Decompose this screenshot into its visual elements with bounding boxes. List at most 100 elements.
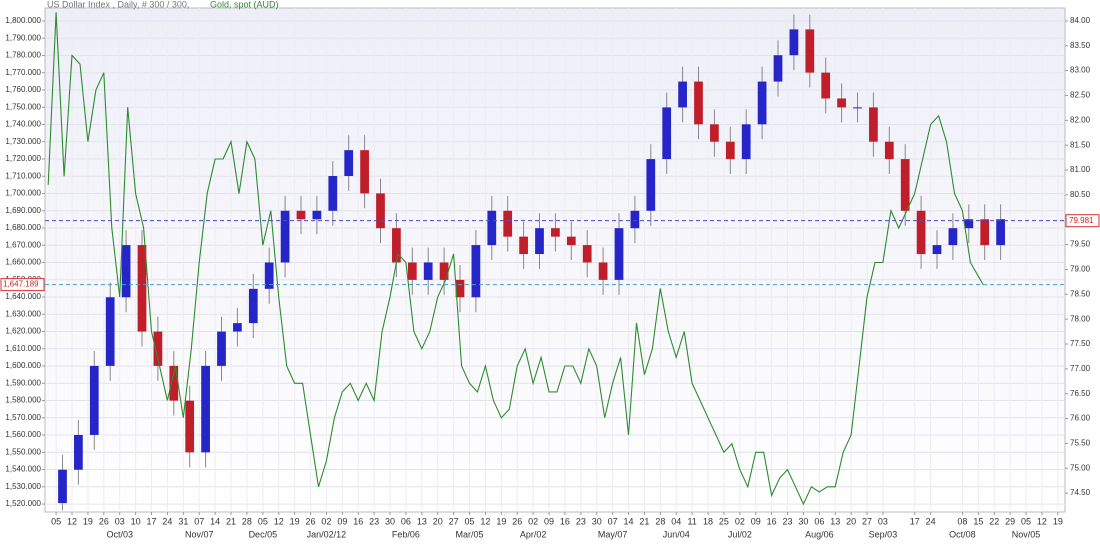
x-tick-label: 08	[957, 516, 967, 526]
y-tick-label: 1,680.000	[5, 223, 41, 232]
x-tick-label: 16	[353, 516, 363, 526]
series-title: US Dollar Index , Daily, # 300 / 300,	[47, 0, 189, 9]
month-label: Dec/05	[249, 529, 278, 539]
candle-body	[900, 159, 910, 211]
y-tick-label: 1,790.000	[5, 33, 41, 42]
y-tick-label: 1,770.000	[5, 68, 41, 77]
x-tick-label: 11	[687, 516, 696, 526]
y2-tick-label: 75.00	[1070, 463, 1091, 472]
candle-body	[837, 98, 846, 108]
x-tick-label: 27	[449, 516, 459, 526]
y-tick-label: 1,610.000	[5, 344, 41, 353]
y-tick-label: 1,690.000	[5, 206, 41, 215]
candle-body	[725, 141, 735, 160]
month-label: May/07	[598, 529, 628, 539]
x-tick-label: 23	[369, 516, 379, 526]
y-tick-label: 1,640.000	[5, 292, 41, 301]
candle-body	[121, 245, 131, 298]
y-tick-label: 1,720.000	[5, 154, 41, 163]
x-tick-label: 12	[67, 516, 77, 526]
candle-body	[582, 245, 592, 263]
candle-body	[153, 331, 163, 366]
x-tick-label: 12	[274, 516, 284, 526]
candle-body	[89, 365, 99, 435]
y2-tick-label: 83.50	[1070, 41, 1091, 50]
x-tick-label: 24	[162, 516, 172, 526]
candle-body	[932, 245, 942, 255]
y2-tick-label: 76.00	[1070, 414, 1091, 423]
x-tick-label: 15	[973, 516, 983, 526]
candle-body	[312, 210, 322, 220]
candle-body	[296, 210, 306, 220]
x-tick-label: 05	[1021, 516, 1031, 526]
candle-body	[598, 262, 608, 280]
candle-body	[551, 228, 560, 237]
y-tick-label: 1,520.000	[5, 499, 41, 508]
candle-body	[487, 210, 497, 246]
x-tick-label: 19	[290, 516, 300, 526]
y-tick-label: 1,780.000	[5, 51, 41, 60]
y2-tick-label: 77.00	[1070, 364, 1091, 373]
y-tick-label: 1,550.000	[5, 447, 41, 456]
candle-body	[710, 124, 719, 142]
x-tick-label: 09	[751, 516, 761, 526]
candle-body	[392, 228, 401, 263]
candle-body	[407, 262, 417, 280]
y-tick-label: 1,600.000	[5, 361, 41, 370]
candle-body	[964, 219, 974, 229]
y-tick-label: 1,750.000	[5, 102, 41, 111]
x-tick-label: 28	[655, 516, 665, 526]
candle-body	[614, 228, 624, 280]
candle-body	[519, 236, 528, 255]
month-label: Jul/02	[728, 529, 752, 539]
candle-body	[805, 29, 815, 73]
x-tick-label: 24	[926, 516, 936, 526]
month-label: Oct/03	[106, 529, 133, 539]
y-tick-label: 1,730.000	[5, 137, 41, 146]
y-tick-label: 1,700.000	[5, 189, 41, 198]
month-label: Jun/04	[663, 529, 690, 539]
price-label-box	[1065, 214, 1100, 228]
candle-body	[137, 245, 147, 332]
x-tick-label: 17	[147, 516, 157, 526]
x-tick-label: 07	[194, 516, 204, 526]
y2-tick-label: 79.50	[1070, 240, 1091, 249]
y2-tick-label: 77.50	[1070, 339, 1091, 348]
month-label: Jan/02/12	[307, 529, 347, 539]
candle-body	[916, 210, 926, 255]
candle-body	[280, 210, 290, 263]
x-tick-label: 09	[544, 516, 554, 526]
y-tick-label: 1,530.000	[5, 482, 41, 491]
x-tick-label: 05	[465, 516, 475, 526]
candle-body	[980, 219, 990, 246]
y2-tick-label: 81.00	[1070, 165, 1091, 174]
x-tick-label: 22	[989, 516, 999, 526]
gold-line	[47, 12, 984, 506]
candle-body	[423, 262, 433, 280]
candle-body	[646, 159, 656, 211]
y-tick-label: 1,580.000	[5, 396, 41, 405]
x-tick-label: 09	[337, 516, 347, 526]
x-tick-label: 03	[115, 516, 125, 526]
candle-body	[741, 124, 751, 160]
price-label: 1,647.189	[3, 280, 39, 289]
x-tick-label: 30	[385, 516, 395, 526]
candle-body	[948, 228, 958, 246]
x-tick-label: 23	[783, 516, 793, 526]
candle-body	[74, 434, 83, 470]
candle-body	[328, 176, 338, 211]
candle-body	[821, 72, 831, 99]
candle-body	[566, 236, 576, 246]
month-label: Oct/08	[949, 529, 976, 539]
x-tick-label: 16	[767, 516, 777, 526]
candle-body	[201, 365, 210, 453]
x-tick-label: 10	[131, 516, 141, 526]
y-tick-label: 1,760.000	[5, 85, 41, 94]
x-tick-label: 02	[321, 516, 331, 526]
candle-body	[376, 193, 385, 229]
x-tick-label: 12	[1037, 516, 1047, 526]
y-tick-label: 1,660.000	[5, 258, 41, 267]
y-tick-label: 1,710.000	[5, 171, 41, 180]
